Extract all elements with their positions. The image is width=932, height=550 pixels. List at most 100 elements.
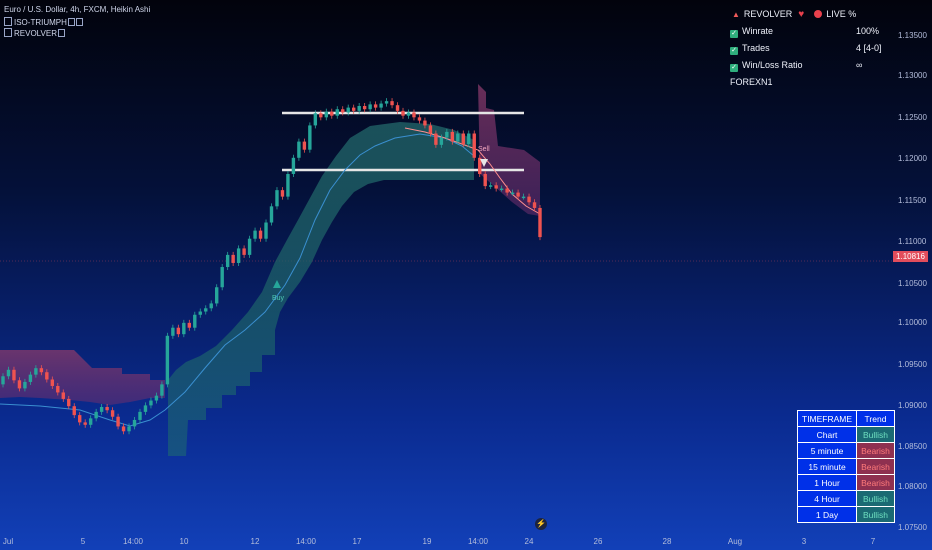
- candle-bearish[interactable]: [461, 133, 465, 145]
- candle-bullish[interactable]: [357, 106, 361, 111]
- candle-bearish[interactable]: [258, 230, 263, 239]
- candle-bullish[interactable]: [335, 109, 339, 116]
- candle-bearish[interactable]: [390, 101, 394, 106]
- candle-bearish[interactable]: [78, 415, 82, 423]
- candle-bullish[interactable]: [247, 238, 252, 255]
- candle-bearish[interactable]: [428, 125, 433, 134]
- chart-symbol-title[interactable]: Euro / U.S. Dollar, 4h, FXCM, Heikin Ash…: [4, 5, 151, 14]
- candle-bullish[interactable]: [264, 222, 268, 239]
- candle-bullish[interactable]: [23, 381, 27, 389]
- indicator-legend-1[interactable]: ISO-TRIUMPH: [4, 17, 83, 27]
- candle-bullish[interactable]: [99, 407, 104, 412]
- candle-bullish[interactable]: [165, 335, 170, 385]
- candle-bullish[interactable]: [154, 395, 159, 401]
- candle-bullish[interactable]: [368, 104, 372, 110]
- candle-bearish[interactable]: [105, 407, 109, 411]
- candle-bearish[interactable]: [12, 369, 16, 381]
- candle-bearish[interactable]: [56, 385, 60, 393]
- candle-bearish[interactable]: [72, 406, 76, 416]
- candle-bullish[interactable]: [488, 185, 493, 187]
- candle-bearish[interactable]: [417, 117, 422, 121]
- candle-bearish[interactable]: [50, 379, 55, 386]
- candle-bearish[interactable]: [472, 133, 476, 158]
- candle-bullish[interactable]: [297, 141, 301, 158]
- candle-bullish[interactable]: [143, 405, 148, 412]
- candle-bearish[interactable]: [330, 111, 334, 116]
- candle-bearish[interactable]: [17, 380, 22, 389]
- candle-bearish[interactable]: [45, 372, 49, 380]
- candle-bullish[interactable]: [445, 131, 449, 138]
- candle-bearish[interactable]: [187, 322, 192, 328]
- candle-bearish[interactable]: [434, 133, 438, 145]
- candle-bearish[interactable]: [527, 196, 531, 203]
- candle-bullish[interactable]: [6, 369, 11, 377]
- candle-bullish[interactable]: [253, 230, 257, 239]
- candle-bearish[interactable]: [319, 113, 323, 118]
- candle-bearish[interactable]: [516, 192, 520, 197]
- candle-bearish[interactable]: [351, 107, 356, 111]
- candle-bearish[interactable]: [83, 422, 87, 425]
- candle-bullish[interactable]: [467, 133, 471, 145]
- settings-icon[interactable]: [57, 29, 65, 37]
- candle-bullish[interactable]: [220, 267, 224, 288]
- eye-icon[interactable]: [4, 28, 12, 37]
- candle-bearish[interactable]: [478, 157, 482, 174]
- more-icon[interactable]: [75, 18, 83, 26]
- candle-bullish[interactable]: [34, 368, 38, 375]
- candle-bearish[interactable]: [401, 110, 405, 116]
- candle-bearish[interactable]: [341, 109, 345, 113]
- candle-bearish[interactable]: [538, 207, 542, 238]
- candle-bearish[interactable]: [450, 131, 455, 142]
- candle-bearish[interactable]: [423, 120, 427, 126]
- candle-bearish[interactable]: [280, 190, 285, 197]
- candle-bearish[interactable]: [373, 104, 378, 108]
- candle-bullish[interactable]: [236, 248, 241, 263]
- candle-bullish[interactable]: [521, 196, 526, 199]
- candle-bearish[interactable]: [39, 368, 44, 373]
- candle-bullish[interactable]: [346, 107, 350, 113]
- candle-bearish[interactable]: [362, 106, 367, 110]
- candle-bullish[interactable]: [149, 400, 153, 406]
- candle-bearish[interactable]: [412, 112, 416, 118]
- candle-bullish[interactable]: [324, 111, 328, 118]
- candle-bullish[interactable]: [94, 411, 98, 419]
- candle-bullish[interactable]: [215, 287, 219, 304]
- candle-bearish[interactable]: [302, 141, 307, 150]
- candle-bullish[interactable]: [127, 426, 131, 432]
- candle-bullish[interactable]: [171, 327, 175, 336]
- candle-bullish[interactable]: [28, 374, 33, 382]
- candle-bullish[interactable]: [384, 101, 389, 104]
- candle-bullish[interactable]: [456, 133, 460, 142]
- candle-bearish[interactable]: [121, 426, 126, 432]
- candle-bullish[interactable]: [225, 254, 230, 268]
- candle-bullish[interactable]: [406, 112, 411, 116]
- candle-bearish[interactable]: [242, 248, 246, 255]
- candle-bullish[interactable]: [499, 188, 504, 191]
- candle-bullish[interactable]: [379, 103, 383, 108]
- candle-bullish[interactable]: [1, 376, 5, 385]
- candle-bullish[interactable]: [291, 157, 296, 174]
- candle-bullish[interactable]: [138, 411, 142, 420]
- sell-signal-marker[interactable]: [480, 159, 488, 167]
- candle-bullish[interactable]: [209, 303, 213, 309]
- candle-bearish[interactable]: [67, 398, 71, 407]
- lightning-icon[interactable]: ⚡: [535, 518, 547, 530]
- candle-bearish[interactable]: [483, 173, 487, 187]
- candle-bullish[interactable]: [313, 113, 318, 126]
- candle-bearish[interactable]: [505, 188, 509, 193]
- candle-bearish[interactable]: [61, 392, 65, 399]
- candle-bearish[interactable]: [395, 105, 400, 111]
- indicator-legend-2[interactable]: REVOLVER: [4, 28, 65, 38]
- candle-bullish[interactable]: [132, 419, 137, 427]
- candle-bearish[interactable]: [532, 202, 537, 208]
- candle-bullish[interactable]: [204, 308, 208, 312]
- candle-bullish[interactable]: [182, 322, 186, 335]
- candle-bullish[interactable]: [275, 190, 279, 207]
- candle-bullish[interactable]: [193, 314, 197, 328]
- candle-bearish[interactable]: [176, 327, 181, 335]
- candle-bearish[interactable]: [110, 410, 115, 417]
- candle-bullish[interactable]: [510, 192, 515, 195]
- candle-bullish[interactable]: [439, 137, 444, 145]
- candle-bullish[interactable]: [160, 384, 164, 396]
